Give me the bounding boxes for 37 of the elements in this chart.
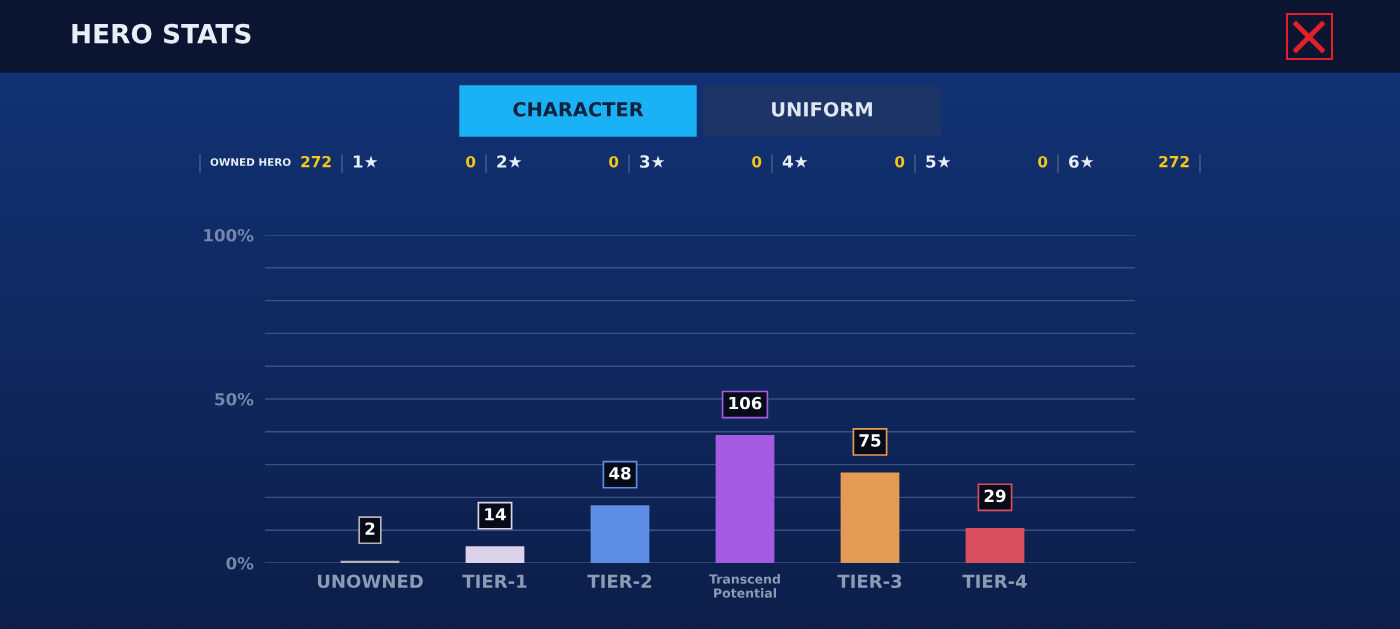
annotation: 106 <box>729 396 762 410</box>
text: 0 <box>895 155 905 168</box>
x-tick-label: TIER-3 <box>837 574 902 589</box>
text: 1★ <box>353 155 378 168</box>
y-tick-label: 100% <box>204 228 254 242</box>
annotation: 2 <box>365 522 375 535</box>
text: 5★ <box>926 155 951 168</box>
x-tick-label: UNOWNED <box>317 574 423 589</box>
text: 6★ <box>1069 155 1094 168</box>
x-tick-label: TIER-4 <box>962 574 1027 588</box>
bar <box>840 472 900 563</box>
text: CHARACTER <box>513 101 644 117</box>
annotation: 29 <box>984 489 1006 503</box>
x-tick-label: Transcend Potential <box>709 574 780 598</box>
bar <box>965 527 1025 563</box>
text: OWNED HERO <box>210 158 291 167</box>
text: 3★ <box>640 155 665 168</box>
text: 4★ <box>782 155 808 168</box>
bar <box>715 435 775 563</box>
annotation: 14 <box>485 508 506 521</box>
text: 272 <box>301 155 331 168</box>
chart-title: HERO STATS <box>72 23 251 44</box>
y-tick-label: 0% <box>226 556 254 570</box>
bar <box>465 546 525 563</box>
text: UNIFORM <box>772 101 872 117</box>
x-tick-label: TIER-1 <box>462 574 527 588</box>
y-tick-label: 50% <box>215 392 254 406</box>
text: 0 <box>1038 155 1048 168</box>
annotation: 48 <box>609 466 631 480</box>
bar <box>590 505 650 563</box>
text: 272 <box>1159 155 1189 168</box>
text: 0 <box>609 155 619 168</box>
x-tick-label: TIER-2 <box>587 574 652 588</box>
text: 2★ <box>497 155 522 168</box>
text: 0 <box>752 155 762 168</box>
text: 0 <box>466 155 476 168</box>
annotation: 75 <box>859 434 881 447</box>
